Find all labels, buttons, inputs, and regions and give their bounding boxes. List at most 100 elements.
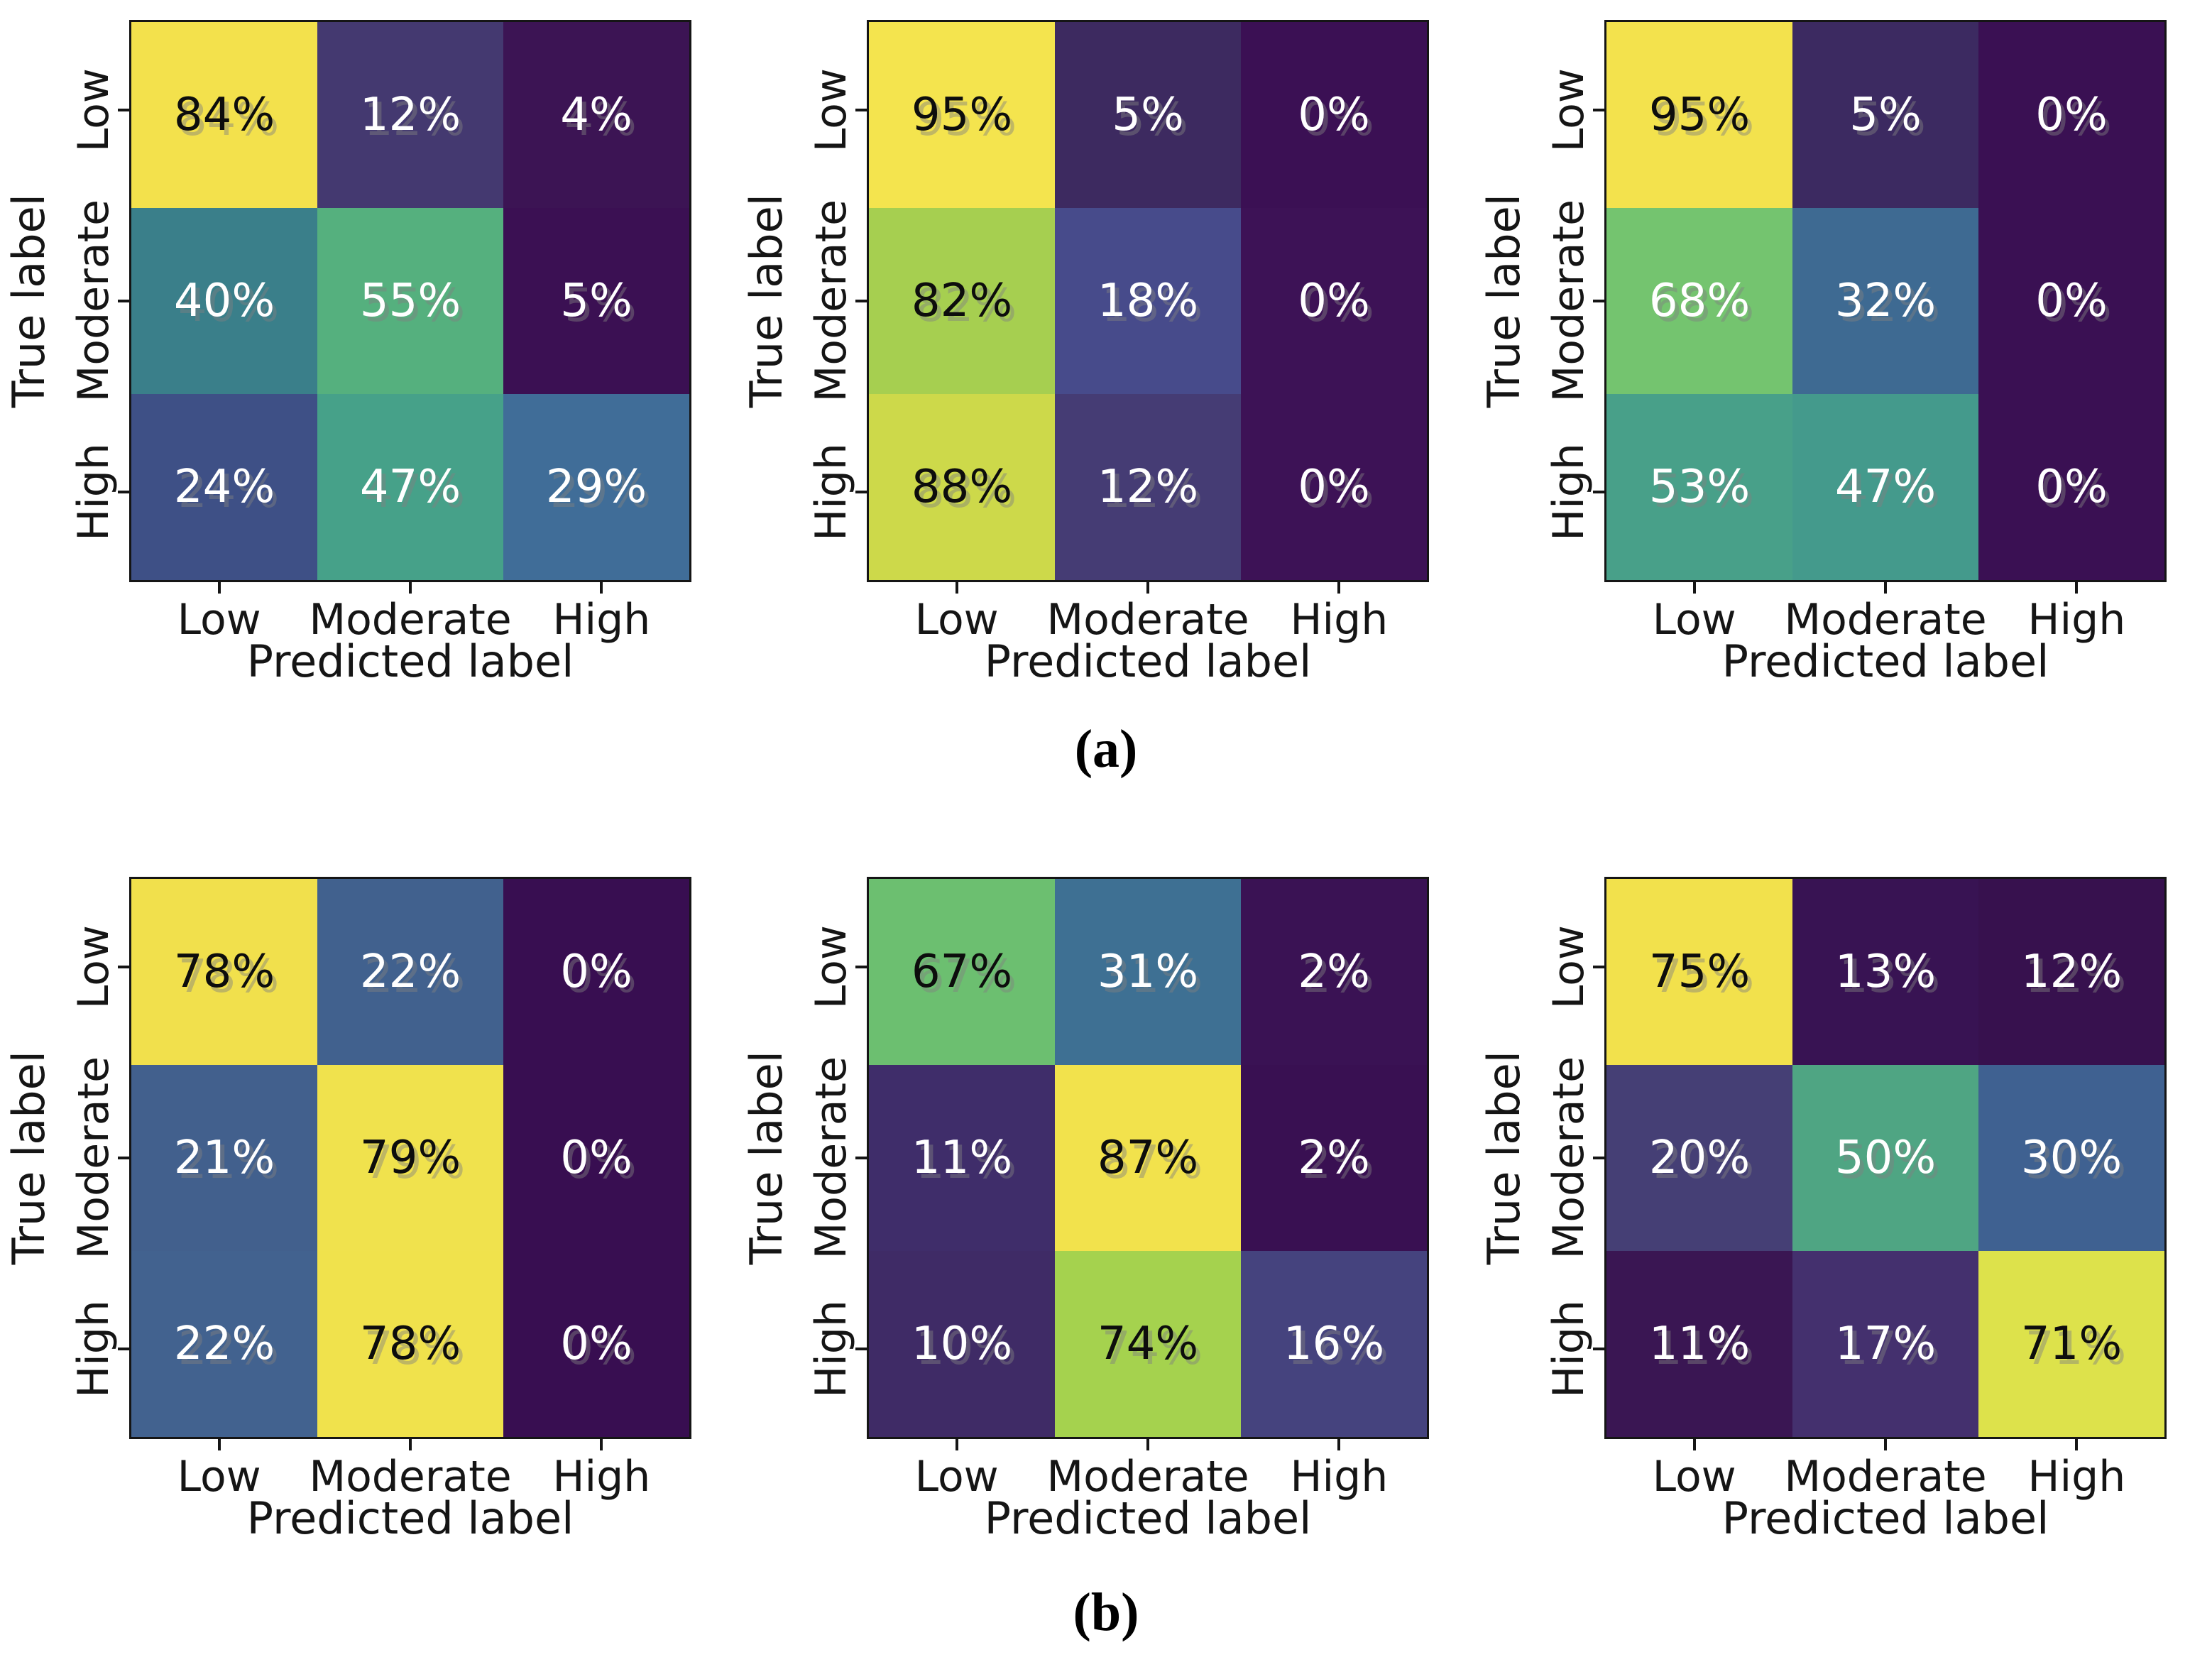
y-tick-text: High — [806, 1300, 856, 1399]
y-axis-title: True label — [735, 20, 799, 582]
cell-value: 78% — [359, 1318, 461, 1370]
cell-value: 5% — [1849, 89, 1922, 141]
heatmap-cell-r3c1: 10% — [869, 1251, 1055, 1437]
heatmap-cell-r3c3: 0% — [503, 1251, 689, 1437]
y-tick-text: High — [69, 1300, 119, 1399]
x-tick-label-moderate: Moderate — [309, 582, 511, 643]
cell-value: 40% — [173, 275, 275, 327]
heatmap-cell-r2c2: 55% — [317, 208, 503, 394]
cell-value: 2% — [1298, 946, 1370, 998]
confusion-matrix-figure-b-middle: True label Low Moderate High 67% 31% 2% 11% 87… — [738, 857, 1475, 1570]
y-axis-title-text: True label — [3, 194, 55, 408]
heatmap-cell-r1c1: 75% — [1606, 879, 1792, 1065]
cell-value: 47% — [1834, 461, 1937, 513]
cell-value: 13% — [1834, 946, 1937, 998]
y-tick-text: High — [1544, 1300, 1594, 1399]
cell-value: 32% — [1834, 275, 1937, 327]
x-tick-label-moderate: Moderate — [1046, 1439, 1249, 1500]
x-tick-text: Moderate — [309, 1452, 512, 1502]
heatmap-cell-r1c2: 5% — [1055, 22, 1241, 208]
confusion-matrix-grid: 78% 22% 0% 21% 79% 0% 22% 78% 0% — [129, 877, 691, 1439]
heatmap-cell-r3c2: 47% — [317, 394, 503, 580]
y-tick-text: Low — [69, 67, 119, 152]
x-axis-title: Predicted label — [984, 635, 1312, 687]
heatmap-cell-r2c1: 82% — [869, 208, 1055, 394]
cell-value: 11% — [1648, 1318, 1751, 1370]
heatmap-cell-r1c3: 0% — [1978, 22, 2164, 208]
x-tick-text: Moderate — [309, 595, 512, 645]
heatmap-cell-r2c1: 11% — [869, 1065, 1055, 1251]
confusion-matrix-figure-a-left: True label Low Moderate High 84% 12% 4% 40% 55… — [0, 0, 738, 714]
x-tick-text: High — [1290, 1452, 1389, 1502]
cell-value: 21% — [173, 1132, 275, 1184]
heatmap-cell-r2c2: 32% — [1792, 208, 1978, 394]
heatmap-cell-r1c1: 84% — [131, 22, 317, 208]
y-axis-title-text: True label — [3, 1051, 55, 1265]
y-tick-text: Moderate — [69, 200, 119, 403]
x-tick-text: High — [552, 595, 651, 645]
heatmap-cell-r1c3: 2% — [1241, 879, 1427, 1065]
x-tick-text: Moderate — [1784, 1452, 1987, 1502]
confusion-matrix-figure-b-right: True label Low Moderate High 75% 13% 12% 20% 5… — [1475, 857, 2212, 1570]
y-axis-title: True label — [1472, 877, 1536, 1439]
y-axis-title: True label — [735, 877, 799, 1439]
cell-value: 87% — [1097, 1132, 1199, 1184]
cell-value: 84% — [173, 89, 275, 141]
y-axis-title: True label — [1472, 20, 1536, 582]
x-tick-labels: Low Moderate High — [1604, 1439, 2167, 1500]
panel-label-b: (b) — [1073, 1583, 1139, 1642]
y-axis-title-text: True label — [1478, 194, 1530, 408]
y-tick-text: High — [69, 443, 119, 542]
y-axis-title-text: True label — [740, 194, 792, 408]
x-tick-label-high: High — [1249, 1439, 1429, 1500]
heatmap-cell-r2c1: 21% — [131, 1065, 317, 1251]
panel-label-a: (a) — [1074, 719, 1138, 779]
x-tick-text: Low — [177, 1452, 261, 1502]
cell-value: 0% — [2035, 275, 2108, 327]
heatmap-cell-r3c3: 0% — [1241, 394, 1427, 580]
x-tick-label-high: High — [1987, 582, 2167, 643]
heatmap-cell-r3c1: 88% — [869, 394, 1055, 580]
heatmap-cell-r1c1: 95% — [1606, 22, 1792, 208]
y-tick-text: Moderate — [1544, 1056, 1594, 1259]
x-axis-title: Predicted label — [246, 635, 574, 687]
x-tick-label-low: Low — [867, 582, 1046, 643]
x-tick-text: Moderate — [1784, 595, 1987, 645]
heatmap-cell-r1c2: 13% — [1792, 879, 1978, 1065]
cell-value: 4% — [560, 89, 633, 141]
y-tick-label-high: High — [1539, 1259, 1604, 1439]
y-tick-label-high: High — [64, 1259, 129, 1439]
y-tick-text: Moderate — [806, 200, 856, 403]
y-tick-label-low: Low — [801, 20, 867, 200]
y-tick-labels: Low Moderate High — [1539, 20, 1604, 582]
y-tick-label-moderate: Moderate — [64, 1056, 129, 1259]
cell-value: 18% — [1097, 275, 1199, 327]
heatmap-cell-r2c3: 0% — [503, 1065, 689, 1251]
y-tick-text: Low — [69, 924, 119, 1009]
heatmap-cell-r2c3: 5% — [503, 208, 689, 394]
x-tick-label-moderate: Moderate — [1784, 582, 1986, 643]
cell-value: 50% — [1834, 1132, 1937, 1184]
heatmap-cell-r3c2: 17% — [1792, 1251, 1978, 1437]
y-tick-labels: Low Moderate High — [801, 20, 867, 582]
cell-value: 55% — [359, 275, 461, 327]
confusion-matrix-grid: 95% 5% 0% 68% 32% 0% 53% 47% 0% — [1604, 20, 2167, 582]
y-tick-text: Moderate — [806, 1056, 856, 1259]
heatmap-cell-r2c3: 0% — [1241, 208, 1427, 394]
cell-value: 0% — [560, 1132, 633, 1184]
y-tick-text: High — [806, 443, 856, 542]
x-axis-title: Predicted label — [246, 1492, 574, 1544]
x-tick-text: High — [2027, 595, 2126, 645]
heatmap-cell-r1c2: 5% — [1792, 22, 1978, 208]
confusion-matrix-grid: 67% 31% 2% 11% 87% 2% 10% 74% 16% — [867, 877, 1429, 1439]
x-tick-label-moderate: Moderate — [309, 1439, 511, 1500]
cell-value: 30% — [2020, 1132, 2123, 1184]
x-axis-title: Predicted label — [984, 1492, 1312, 1544]
cell-value: 10% — [911, 1318, 1013, 1370]
x-tick-label-high: High — [512, 1439, 691, 1500]
heatmap-cell-r3c3: 16% — [1241, 1251, 1427, 1437]
heatmap-cell-r1c2: 12% — [317, 22, 503, 208]
cell-value: 47% — [359, 461, 461, 513]
heatmap-cell-r1c2: 22% — [317, 879, 503, 1065]
confusion-matrix-grid: 95% 5% 0% 82% 18% 0% 88% 12% 0% — [867, 20, 1429, 582]
